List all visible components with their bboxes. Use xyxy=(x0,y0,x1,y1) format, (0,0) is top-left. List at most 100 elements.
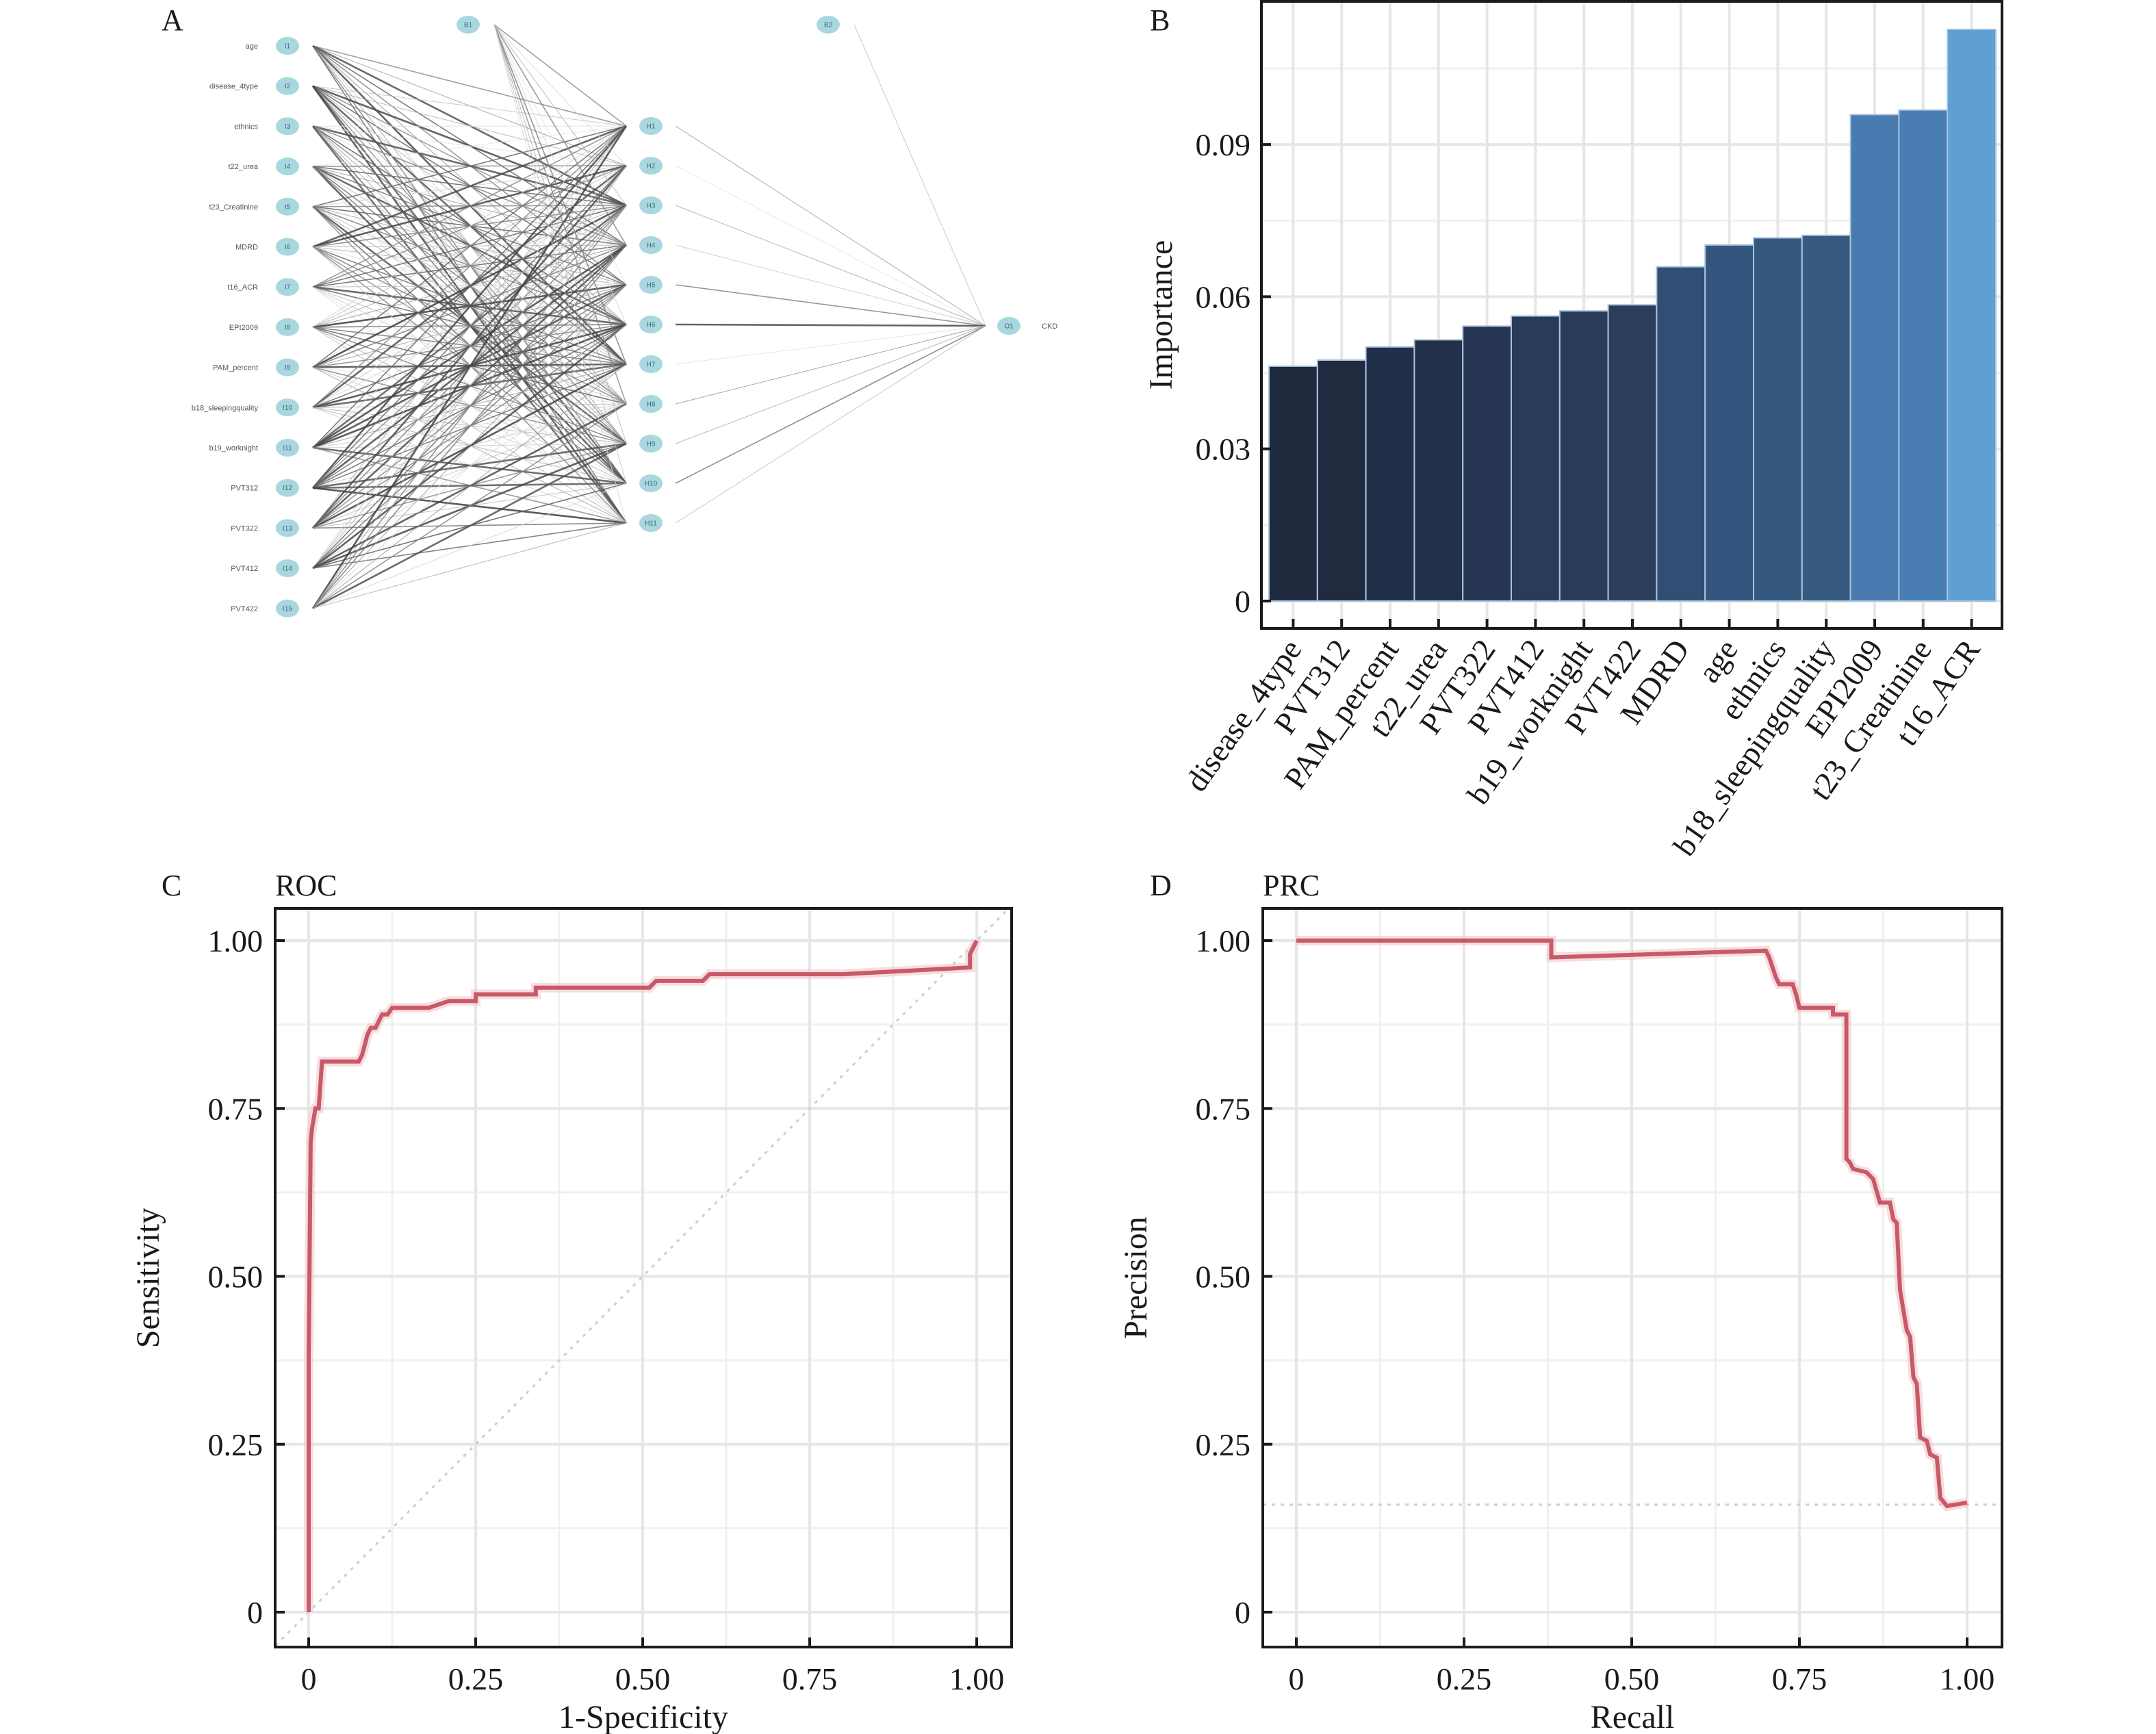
node-id: I14 xyxy=(283,565,292,573)
prc-chart: 0 0.25 0.50 0.75 1.00 0 0.25 0.50 0.75 1.00 Recall… xyxy=(1118,907,2003,1734)
panel-letter-b: B xyxy=(1150,3,1170,37)
edge-input-hidden xyxy=(312,165,627,609)
node-id: I2 xyxy=(285,83,291,90)
node-circle xyxy=(639,435,663,452)
edge-bias-hidden xyxy=(493,24,627,166)
hidden-node: H11 xyxy=(639,514,663,532)
node-id: I6 xyxy=(285,244,291,251)
importance-bar-chart: 00.030.060.09disease_4typePVT312PAM_perc… xyxy=(1143,0,2003,862)
bar-PVT312 xyxy=(1316,359,1367,602)
input-label: PVT322 xyxy=(231,524,258,533)
x-tick-label: 0.25 xyxy=(448,1661,504,1696)
edge-hidden-output xyxy=(675,325,986,365)
edge-bias-hidden xyxy=(493,24,627,524)
edge-input-hidden xyxy=(312,442,627,609)
edge-input-hidden xyxy=(312,125,627,489)
node-circle xyxy=(276,197,299,216)
node-circle xyxy=(276,519,299,537)
y-axis-title: Precision xyxy=(1118,1216,1154,1339)
node-circle xyxy=(639,157,663,175)
edge-hidden-output xyxy=(675,284,986,327)
roc-title: ROC xyxy=(275,869,337,902)
node-id: I9 xyxy=(285,364,291,372)
hidden-node: H9 xyxy=(639,435,663,452)
bar-t23_Creatinine xyxy=(1898,109,1949,602)
y-tick-label: 0 xyxy=(1235,1595,1250,1630)
input-node: I14 xyxy=(276,559,299,578)
y-tick-label: 0.25 xyxy=(208,1427,264,1462)
x-axis-title: 1-Specificity xyxy=(559,1699,728,1734)
prc-title: PRC xyxy=(1263,869,1320,902)
hidden-node: H2 xyxy=(639,157,663,175)
edge-input-hidden xyxy=(312,522,627,609)
edge-hidden-output xyxy=(675,325,986,524)
edge-input-hidden xyxy=(312,125,627,368)
x-tick-label: 0.75 xyxy=(1772,1661,1827,1696)
node-id: I7 xyxy=(285,284,291,292)
node-id: H7 xyxy=(647,361,656,369)
bar-PVT422 xyxy=(1607,304,1658,602)
x-tick-label: 0.75 xyxy=(782,1661,838,1696)
input-label: t22_urea xyxy=(229,163,259,171)
roc-curve xyxy=(307,939,979,1612)
edge-hidden-output xyxy=(675,325,986,444)
edge-input-hidden xyxy=(312,125,627,248)
node-circle xyxy=(457,16,480,34)
bar-EPI2009 xyxy=(1849,114,1900,602)
edge-input-hidden xyxy=(312,125,627,528)
edge-input-hidden xyxy=(312,284,627,609)
output-label: CKD xyxy=(1042,322,1057,331)
edge-input-hidden xyxy=(312,324,627,609)
node-id: I11 xyxy=(283,445,292,452)
edge-bias-hidden xyxy=(493,24,627,285)
bar-MDRD xyxy=(1656,266,1706,602)
bar-t22_urea xyxy=(1413,339,1464,602)
y-tick-label: 0.06 xyxy=(1196,279,1251,314)
node-circle xyxy=(639,236,663,254)
edge-input-hidden xyxy=(312,125,627,288)
edge-bias-output xyxy=(854,24,986,327)
input-node: I6 xyxy=(276,238,299,256)
neural-network-diagram: age I1 disease_4type I2 ethnics I3 t22_urea I4 t… xyxy=(192,16,1057,617)
hidden-node: H5 xyxy=(639,276,663,294)
node-circle xyxy=(276,278,299,296)
y-tick-label: 0.75 xyxy=(1196,1091,1251,1126)
bar-b19_worknight xyxy=(1558,310,1609,602)
bar-disease_4type xyxy=(1268,365,1318,602)
input-label: ethnics xyxy=(234,123,258,131)
bar-ethnics xyxy=(1753,237,1803,602)
input-node: I1 xyxy=(276,37,299,55)
x-tick-label: 0 xyxy=(301,1661,317,1696)
input-node: I8 xyxy=(276,318,299,336)
x-tick-label: 1.00 xyxy=(1940,1661,1995,1696)
node-circle xyxy=(639,276,663,294)
edge-input-hidden xyxy=(312,125,627,328)
node-circle xyxy=(997,317,1021,335)
node-id: H6 xyxy=(647,322,656,329)
node-id: H11 xyxy=(645,520,657,528)
hidden-node: H3 xyxy=(639,196,663,214)
node-circle xyxy=(276,358,299,377)
node-id: B2 xyxy=(824,22,833,29)
bias-node-b1: B1 xyxy=(457,16,480,34)
node-id: H3 xyxy=(647,203,656,210)
edge-input-hidden xyxy=(312,86,627,127)
node-id: I5 xyxy=(285,203,291,211)
node-id: H5 xyxy=(647,282,656,290)
node-id: H9 xyxy=(647,441,656,448)
bias-node-b2: B2 xyxy=(817,16,840,34)
x-tick-label: 0.50 xyxy=(615,1661,671,1696)
edge-bias-hidden xyxy=(493,24,627,484)
input-label: age xyxy=(246,42,258,51)
node-circle xyxy=(276,37,299,55)
input-node: I12 xyxy=(276,479,299,497)
node-id: I8 xyxy=(285,324,291,331)
output-node: O1 xyxy=(997,317,1021,335)
edge-bias-hidden xyxy=(493,24,627,206)
edge-hidden-output xyxy=(675,165,986,327)
y-tick-label: 1.00 xyxy=(208,923,264,958)
x-tick-label: 1.00 xyxy=(949,1661,1005,1696)
bar-PVT322 xyxy=(1462,325,1512,602)
edge-input-hidden xyxy=(312,125,627,207)
